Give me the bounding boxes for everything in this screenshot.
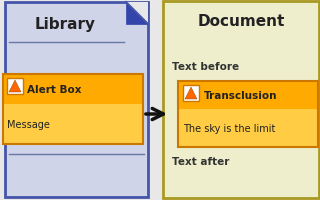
Bar xyxy=(5,3,148,197)
Text: Text before: Text before xyxy=(172,62,239,72)
Text: Transclusion: Transclusion xyxy=(204,91,277,100)
Bar xyxy=(3,75,143,144)
Bar xyxy=(3,104,143,144)
Text: Text after: Text after xyxy=(172,156,229,166)
Text: The sky is the limit: The sky is the limit xyxy=(183,123,276,133)
Text: Document: Document xyxy=(197,14,285,29)
Bar xyxy=(178,109,318,147)
Text: Alert Box: Alert Box xyxy=(27,85,82,95)
Bar xyxy=(7,79,23,95)
Polygon shape xyxy=(9,81,21,93)
Polygon shape xyxy=(126,3,148,25)
Bar xyxy=(163,2,319,198)
Bar xyxy=(3,75,143,104)
Text: Library: Library xyxy=(35,16,96,31)
Text: Message: Message xyxy=(7,119,50,129)
Polygon shape xyxy=(185,88,197,100)
Bar xyxy=(178,82,318,109)
Bar xyxy=(183,86,199,101)
Bar xyxy=(178,82,318,147)
Polygon shape xyxy=(126,3,148,25)
